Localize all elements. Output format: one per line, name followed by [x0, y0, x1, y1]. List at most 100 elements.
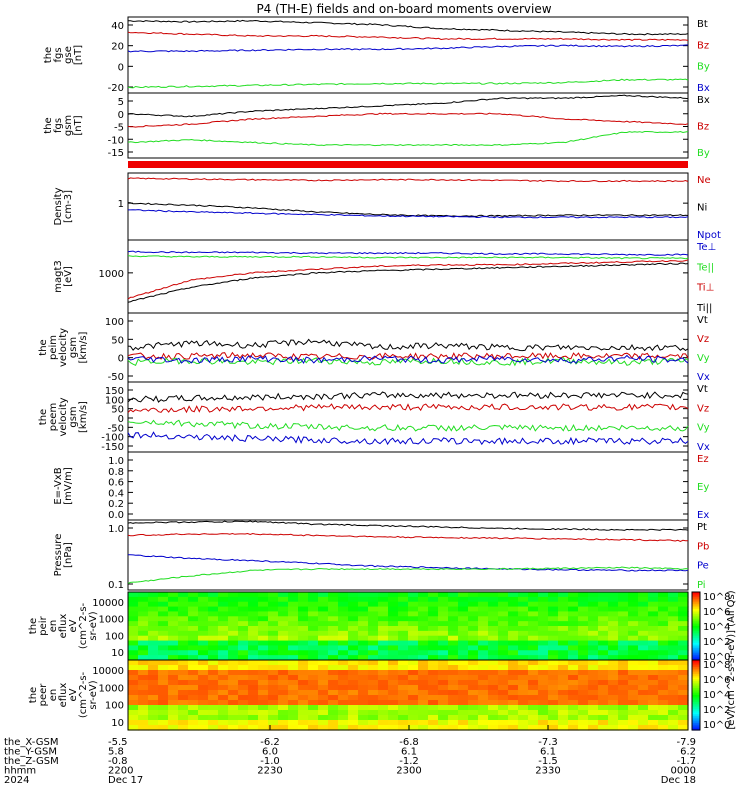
heatmap-cell	[508, 675, 519, 681]
heatmap-cell	[318, 630, 329, 637]
heatmap-cell	[208, 650, 219, 656]
heatmap-cell	[618, 670, 629, 676]
colorbar-cell	[692, 719, 700, 722]
heatmap-cell	[308, 705, 319, 711]
heatmap-cell	[238, 592, 249, 598]
heatmap-cell	[628, 695, 639, 701]
heatmap-cell	[418, 680, 429, 686]
heatmap-cell	[228, 655, 239, 661]
heatmap-cell	[488, 635, 499, 642]
heatmap-cell	[558, 655, 569, 661]
heatmap-cell	[298, 685, 309, 691]
heatmap-cell	[618, 660, 629, 666]
heatmap-cell	[678, 715, 689, 721]
heatmap-cell	[518, 705, 529, 711]
heatmap-cell	[568, 675, 579, 681]
heatmap-cell	[578, 710, 589, 716]
heatmap-cell	[288, 675, 299, 681]
heatmap-cell	[198, 655, 209, 661]
heatmap-cell	[608, 596, 619, 603]
heatmap-cell	[318, 655, 329, 661]
heatmap-cell	[298, 710, 309, 716]
heatmap-cell	[358, 695, 369, 701]
x-row-value: -1.5	[538, 756, 558, 767]
heatmap-cell	[188, 621, 199, 627]
series-line-Pi	[127, 566, 689, 584]
heatmap-cell	[258, 720, 269, 726]
heatmap-cell	[218, 616, 229, 622]
heatmap-cell	[578, 705, 589, 711]
heatmap-cell	[158, 592, 169, 598]
heatmap-cell	[408, 592, 419, 598]
heatmap-cell	[278, 621, 289, 627]
heatmap-cell	[238, 626, 249, 632]
legend-entry: Pb	[697, 541, 709, 552]
heatmap-cell	[588, 705, 599, 711]
colorbar-cell	[692, 639, 700, 642]
heatmap-cell	[208, 606, 219, 613]
heatmap-cell	[218, 611, 229, 617]
y-tick-label: 0.8	[108, 467, 124, 478]
heatmap-cell	[148, 640, 159, 647]
y-tick-label: -50	[108, 423, 124, 434]
heatmap-cell	[298, 601, 309, 608]
heatmap-cell	[528, 621, 539, 627]
heatmap-cell	[308, 660, 319, 666]
heatmap-cell	[448, 720, 459, 726]
heatmap-cell	[458, 695, 469, 701]
heatmap-cell	[478, 616, 489, 622]
heatmap-cell	[308, 685, 319, 691]
series-line-Bz	[127, 112, 689, 128]
heatmap-cell	[478, 650, 489, 656]
heatmap-cell	[368, 645, 379, 651]
heatmap-cell	[278, 690, 289, 696]
legend-entry: Ne	[697, 175, 711, 186]
heatmap-cell	[488, 611, 499, 617]
heatmap-cell	[438, 601, 449, 608]
heatmap-cell	[378, 660, 389, 666]
heatmap-cell	[468, 650, 479, 656]
heatmap-cell	[198, 601, 209, 608]
heatmap-cell	[428, 680, 439, 686]
heatmap-cell	[568, 630, 579, 637]
heatmap-cell	[278, 645, 289, 651]
heatmap-cell	[668, 645, 679, 651]
heatmap-cell	[468, 685, 479, 691]
heatmap-cell	[528, 655, 539, 661]
colorbar-cell	[692, 619, 700, 622]
heatmap-cell	[208, 616, 219, 622]
heatmap-cell	[158, 705, 169, 711]
heatmap-cell	[558, 640, 569, 647]
heatmap-cell	[368, 720, 379, 726]
panel-ylabel: gsm	[68, 337, 79, 358]
heatmap-cell	[418, 601, 429, 608]
heatmap-cell	[128, 621, 139, 627]
heatmap-cell	[538, 606, 549, 613]
heatmap-cell	[328, 650, 339, 656]
heatmap-cell	[198, 710, 209, 716]
heatmap-cell	[148, 635, 159, 642]
y-tick-label: 10	[111, 648, 124, 659]
heatmap-cell	[658, 635, 669, 642]
heatmap-cell	[338, 655, 349, 661]
heatmap-cell	[168, 665, 179, 671]
heatmap-cell	[548, 626, 559, 632]
heatmap-cell	[658, 690, 669, 696]
colorbar-cell	[692, 689, 700, 693]
heatmap-cell	[518, 685, 529, 691]
panel-ylabel: gse	[63, 46, 74, 64]
heatmap-cell	[528, 592, 539, 598]
heatmap-cell	[428, 645, 439, 651]
heatmap-cell	[388, 645, 399, 651]
heatmap-cell	[338, 645, 349, 651]
heatmap-cell	[368, 596, 379, 603]
heatmap-cell	[258, 680, 269, 686]
heatmap-cell	[148, 715, 159, 721]
heatmap-cell	[498, 690, 509, 696]
heatmap-cell	[278, 650, 289, 656]
heatmap-cell	[228, 616, 239, 622]
heatmap-cell	[438, 705, 449, 711]
heatmap-cell	[658, 616, 669, 622]
heatmap-cell	[338, 695, 349, 701]
heatmap-cell	[158, 606, 169, 613]
